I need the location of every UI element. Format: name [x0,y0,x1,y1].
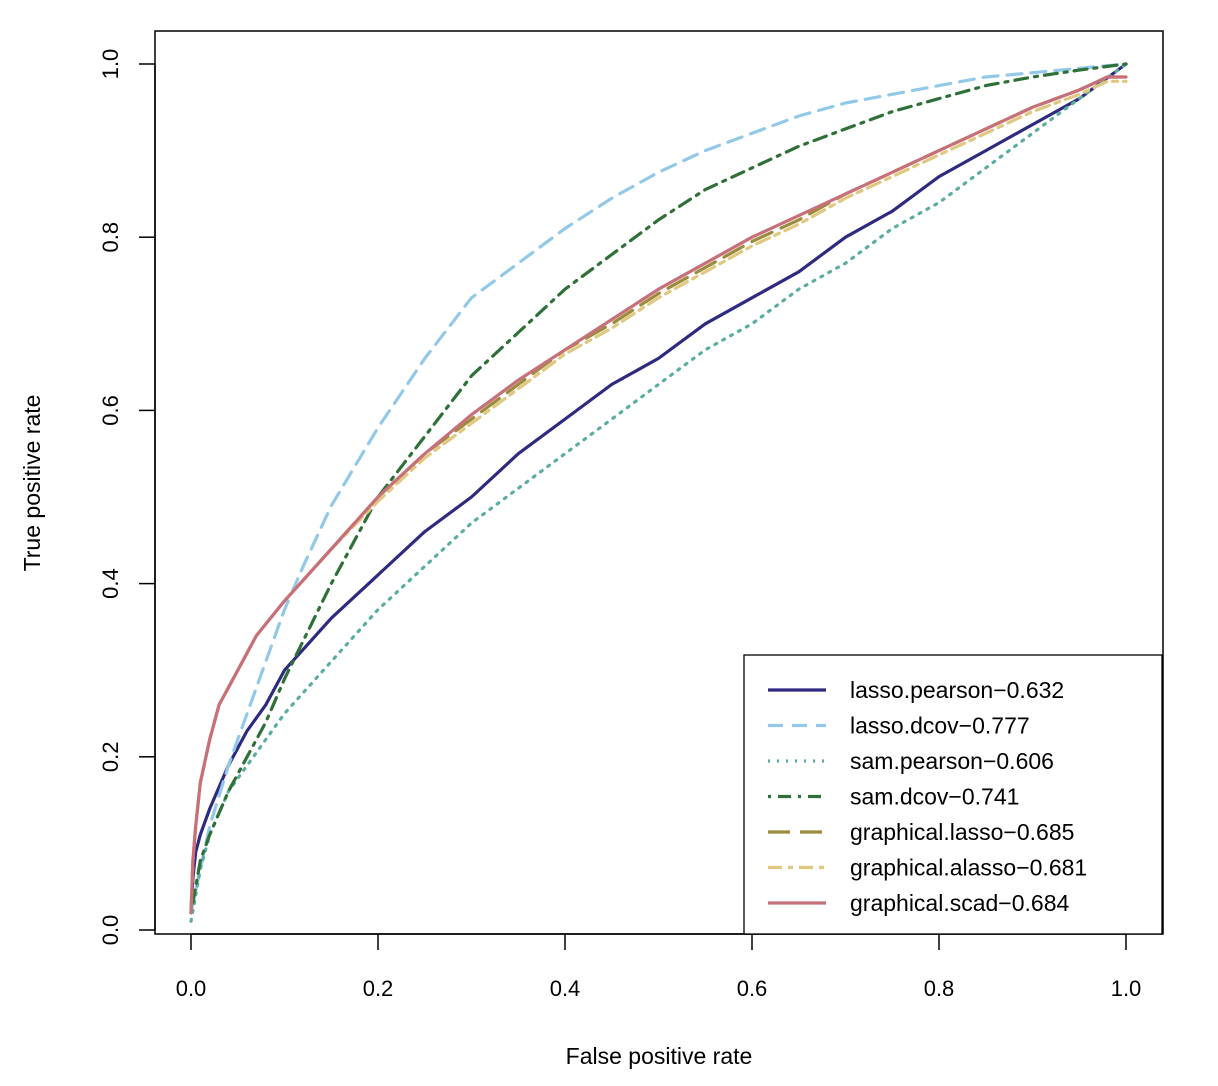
series-line-3 [189,62,1128,915]
series-line-2 [189,62,1128,923]
legend-label-3: sam.dcov−0.741 [850,784,1019,810]
y-tick-label: 0.6 [98,395,123,426]
x-axis-title: False positive rate [566,1043,753,1069]
series-line-0 [189,62,1128,915]
y-tick-label: 0.0 [98,915,123,946]
y-tick-label: 0.2 [98,742,123,773]
x-tick-label: 0.2 [363,976,394,1001]
legend-label-2: sam.pearson−0.606 [850,748,1054,774]
legend-label-6: graphical.scad−0.684 [850,890,1070,916]
x-tick-label: 0.4 [550,976,581,1001]
legend-label-5: graphical.alasso−0.681 [850,855,1087,881]
legend-label-4: graphical.lasso−0.685 [850,819,1074,845]
legend-label-1: lasso.dcov−0.777 [850,713,1030,739]
y-tick-label: 0.4 [98,568,123,599]
x-axis: 0.0 0.2 0.4 0.6 0.8 1.0 [176,933,1142,1001]
y-axis: 0.0 0.2 0.4 0.6 0.8 1.0 [98,49,156,946]
legend-box [743,654,1163,935]
legend-label-0: lasso.pearson−0.632 [850,677,1064,703]
x-tick-label: 0.8 [924,976,955,1001]
y-tick-label: 1.0 [98,49,123,80]
series-line-1 [189,62,1128,915]
y-tick-label: 0.8 [98,222,123,253]
x-tick-label: 0.6 [737,976,768,1001]
curves-group [189,62,1128,923]
x-tick-label: 1.0 [1111,976,1142,1001]
series-line-6 [189,75,1128,915]
y-axis-title: True positive rate [19,395,45,572]
x-tick-label: 0.0 [176,976,207,1001]
legend: lasso.pearson−0.632 lasso.dcov−0.777 sam.p… [743,654,1163,935]
